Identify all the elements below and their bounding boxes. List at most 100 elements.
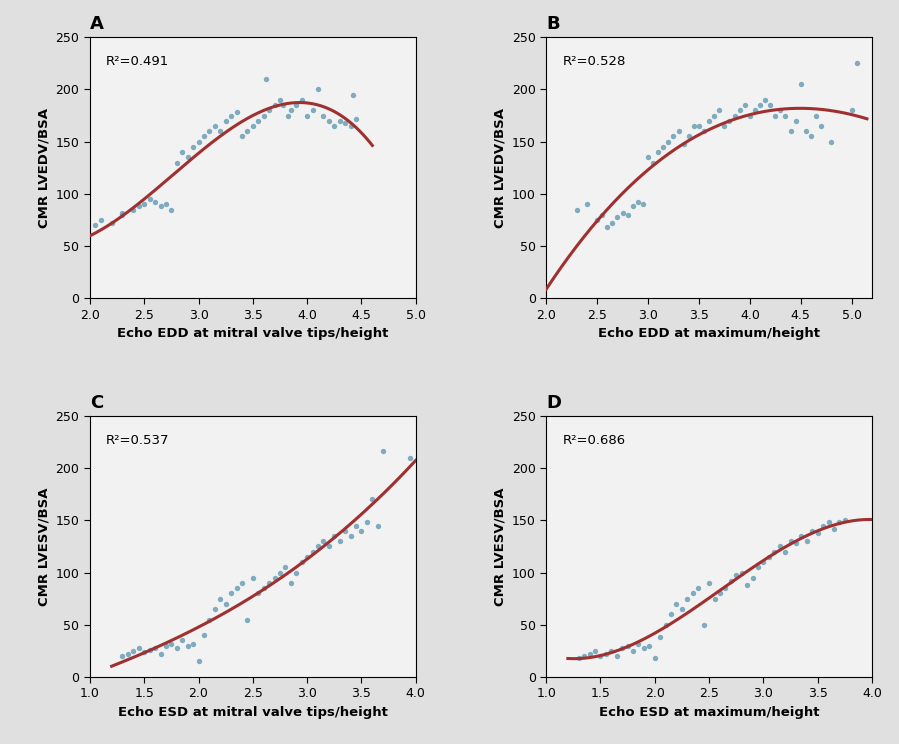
- Point: [734, 567, 749, 579]
- Point: [343, 120, 358, 132]
- Point: [131, 200, 146, 212]
- Point: [322, 540, 336, 552]
- Point: [306, 546, 320, 558]
- Point: [761, 551, 776, 563]
- Point: [276, 99, 290, 111]
- Point: [115, 650, 129, 662]
- Text: R²=0.686: R²=0.686: [563, 434, 626, 447]
- Point: [588, 645, 602, 657]
- Point: [737, 99, 752, 111]
- Point: [642, 640, 656, 652]
- Point: [590, 214, 604, 226]
- Point: [224, 588, 238, 600]
- Point: [824, 135, 839, 147]
- Text: C: C: [90, 394, 103, 411]
- Point: [280, 109, 295, 121]
- Point: [658, 619, 672, 631]
- Point: [213, 125, 227, 137]
- Point: [743, 109, 757, 121]
- Text: R²=0.528: R²=0.528: [563, 56, 626, 68]
- Point: [311, 83, 325, 95]
- Point: [804, 130, 818, 142]
- Point: [376, 446, 390, 458]
- Point: [752, 99, 767, 111]
- Point: [131, 642, 146, 654]
- Point: [751, 562, 765, 574]
- Point: [170, 642, 184, 654]
- Point: [327, 530, 342, 542]
- Point: [165, 638, 179, 650]
- Point: [186, 141, 200, 153]
- Point: [748, 104, 762, 116]
- Point: [229, 106, 244, 118]
- Point: [88, 219, 102, 231]
- Point: [832, 516, 847, 528]
- Point: [181, 151, 195, 163]
- Point: [697, 125, 711, 137]
- Point: [343, 530, 358, 542]
- Point: [170, 156, 184, 168]
- Point: [656, 141, 671, 153]
- Point: [772, 540, 787, 552]
- Point: [702, 577, 717, 589]
- Point: [626, 645, 640, 657]
- Point: [727, 109, 742, 121]
- Point: [256, 583, 271, 594]
- Point: [767, 546, 781, 558]
- Point: [159, 199, 174, 211]
- X-axis label: Echo EDD at mitral valve tips/height: Echo EDD at mitral valve tips/height: [117, 327, 388, 340]
- Point: [758, 94, 772, 106]
- Point: [197, 629, 211, 641]
- Point: [365, 493, 379, 505]
- Point: [645, 156, 660, 168]
- Point: [707, 109, 721, 121]
- Text: A: A: [90, 15, 103, 33]
- Point: [267, 99, 281, 111]
- Point: [295, 94, 309, 106]
- Point: [191, 135, 206, 147]
- Point: [599, 648, 613, 660]
- Point: [636, 199, 650, 211]
- Point: [224, 109, 238, 121]
- Point: [712, 104, 726, 116]
- Point: [631, 638, 645, 650]
- Point: [783, 125, 797, 137]
- Point: [697, 619, 711, 631]
- Point: [137, 646, 151, 658]
- Point: [626, 200, 640, 212]
- Point: [284, 104, 298, 116]
- Point: [284, 577, 298, 589]
- Point: [306, 104, 320, 116]
- Y-axis label: CMR LVEDV/BSA: CMR LVEDV/BSA: [37, 108, 50, 228]
- Point: [148, 642, 163, 654]
- Point: [814, 120, 828, 132]
- Point: [345, 89, 360, 100]
- Point: [663, 609, 678, 620]
- Point: [235, 130, 249, 142]
- Point: [794, 530, 808, 542]
- Y-axis label: CMR LVESV/BSA: CMR LVESV/BSA: [494, 487, 506, 606]
- Point: [783, 535, 797, 547]
- Point: [605, 217, 619, 229]
- Point: [322, 115, 336, 126]
- Point: [850, 57, 864, 69]
- Point: [262, 104, 276, 116]
- Point: [733, 104, 747, 116]
- Point: [583, 648, 597, 660]
- Point: [610, 211, 625, 223]
- Point: [349, 519, 363, 531]
- Text: R²=0.491: R²=0.491: [106, 56, 169, 68]
- Point: [349, 113, 363, 125]
- Point: [630, 196, 645, 208]
- Point: [661, 135, 675, 147]
- Point: [279, 562, 293, 574]
- Point: [240, 125, 254, 137]
- Point: [708, 593, 722, 605]
- Point: [245, 572, 260, 584]
- Point: [262, 577, 276, 589]
- Point: [159, 640, 174, 652]
- Point: [569, 204, 583, 216]
- Point: [251, 115, 265, 126]
- Point: [687, 120, 701, 132]
- X-axis label: Echo ESD at maximum/height: Echo ESD at maximum/height: [599, 706, 819, 719]
